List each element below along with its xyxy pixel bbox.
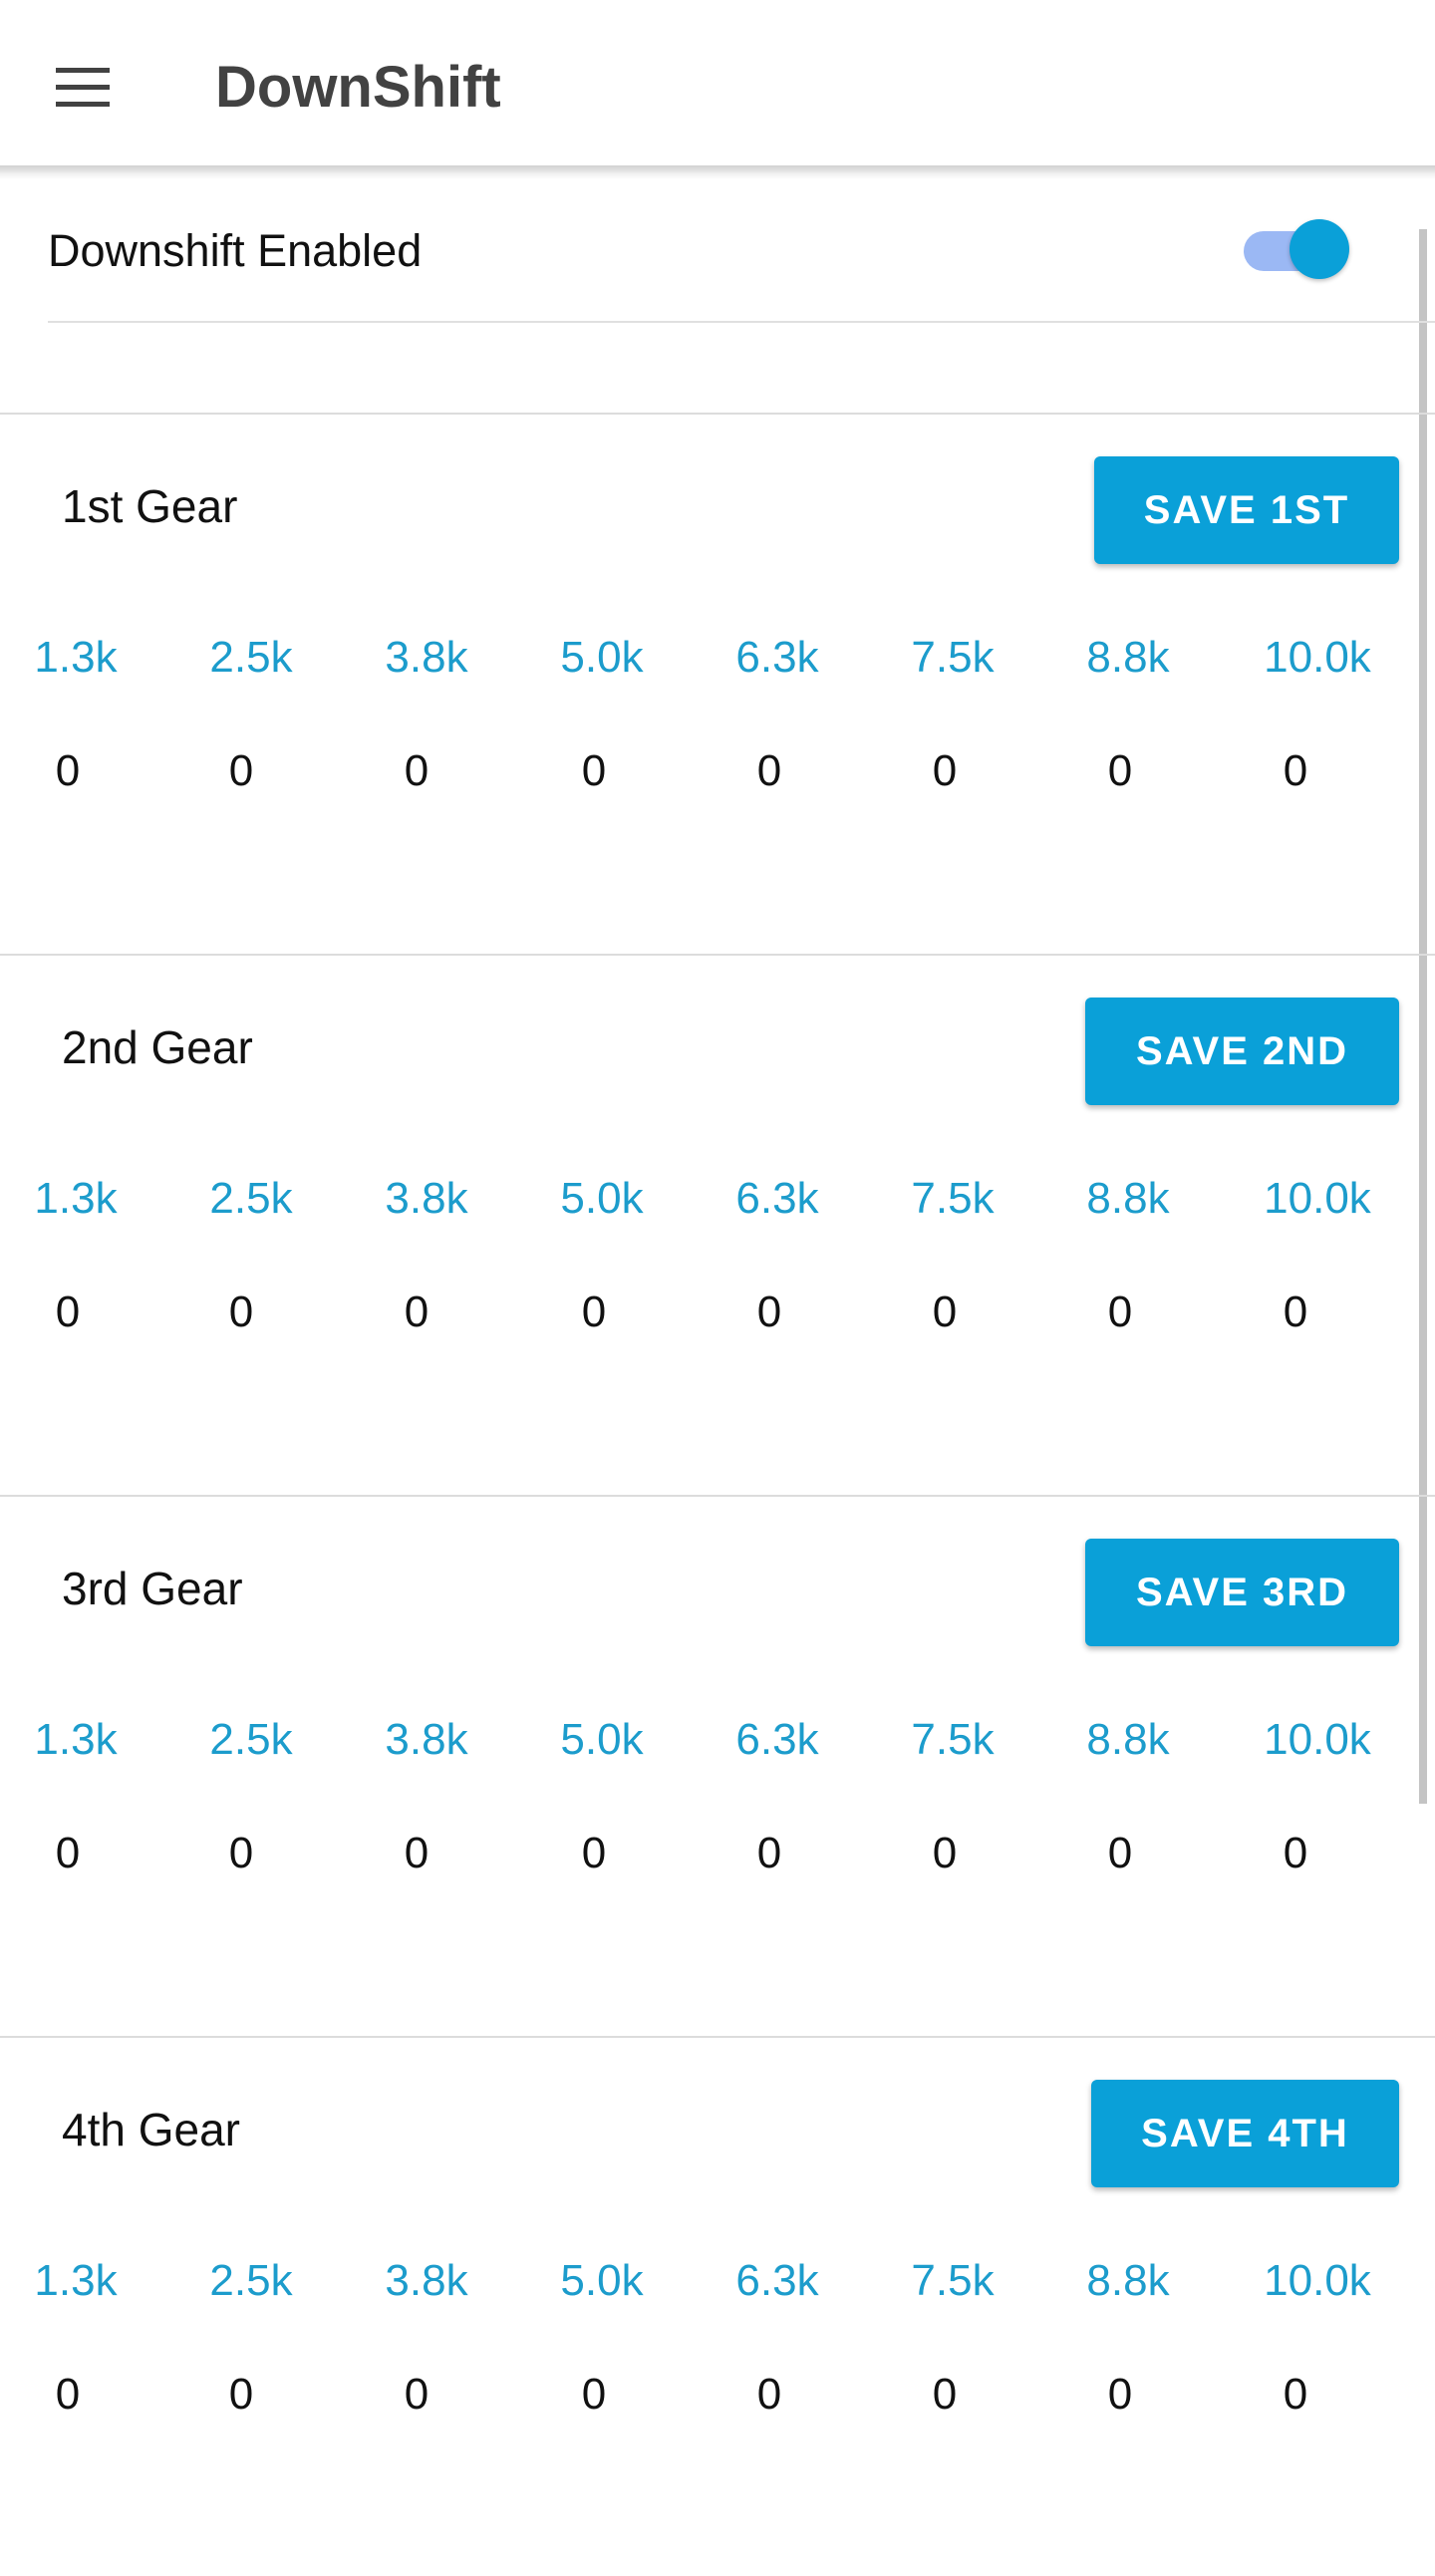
value-row: 0 0 0 0 0 0 0 0 — [0, 2363, 1435, 2427]
app-bar: DownShift — [0, 0, 1435, 167]
rpm-value: 0 — [932, 2370, 958, 2419]
downshift-enabled-label: Downshift Enabled — [48, 225, 423, 276]
app-title: DownShift — [215, 55, 501, 120]
rpm-value: 0 — [1107, 2370, 1133, 2419]
rpm-label[interactable]: 10.0k — [1264, 633, 1371, 682]
save-1st-button[interactable]: SAVE 1ST — [1094, 456, 1399, 564]
rpm-value: 0 — [1107, 746, 1133, 795]
rpm-value: 0 — [55, 1288, 81, 1336]
rpm-label[interactable]: 1.3k — [34, 1174, 118, 1223]
rpm-label[interactable]: 8.8k — [1086, 633, 1170, 682]
rpm-value: 0 — [756, 2370, 782, 2419]
rpm-value: 0 — [1283, 746, 1308, 795]
rpm-label[interactable]: 6.3k — [735, 2256, 819, 2305]
hamburger-menu-icon[interactable] — [40, 44, 128, 132]
rpm-label[interactable]: 1.3k — [34, 2256, 118, 2305]
rpm-label[interactable]: 8.8k — [1086, 1715, 1170, 1764]
rpm-label[interactable]: 10.0k — [1264, 1174, 1371, 1223]
rpm-value: 0 — [756, 746, 782, 795]
rpm-value: 0 — [55, 1829, 81, 1877]
rpm-value: 0 — [932, 1829, 958, 1877]
rpm-value: 0 — [756, 1829, 782, 1877]
rpm-value: 0 — [228, 2370, 254, 2419]
rpm-label[interactable]: 7.5k — [911, 1715, 995, 1764]
rpm-value: 0 — [932, 746, 958, 795]
rpm-label[interactable]: 5.0k — [560, 2256, 644, 2305]
switch-knob — [1290, 219, 1349, 279]
rpm-label[interactable]: 7.5k — [911, 633, 995, 682]
rpm-row: 1.3k 2.5k 3.8k 5.0k 6.3k 7.5k 8.8k 10.0k — [0, 1708, 1435, 1772]
section-divider — [0, 2036, 1435, 2038]
rpm-label[interactable]: 5.0k — [560, 1715, 644, 1764]
rpm-label[interactable]: 6.3k — [735, 1715, 819, 1764]
gear-title: 2nd Gear — [62, 1021, 253, 1073]
section-divider — [0, 1495, 1435, 1497]
rpm-label[interactable]: 10.0k — [1264, 1715, 1371, 1764]
rpm-row: 1.3k 2.5k 3.8k 5.0k 6.3k 7.5k 8.8k 10.0k — [0, 626, 1435, 690]
rpm-value: 0 — [404, 746, 430, 795]
rpm-row: 1.3k 2.5k 3.8k 5.0k 6.3k 7.5k 8.8k 10.0k — [0, 2249, 1435, 2313]
rpm-value: 0 — [228, 1288, 254, 1336]
rpm-label[interactable]: 2.5k — [209, 633, 293, 682]
rpm-label[interactable]: 2.5k — [209, 1715, 293, 1764]
rpm-value: 0 — [581, 1288, 607, 1336]
save-2nd-button[interactable]: SAVE 2ND — [1085, 998, 1399, 1105]
gear-section-1st: 1st Gear SAVE 1ST 1.3k 2.5k 3.8k 5.0k 6.… — [0, 415, 1435, 953]
rpm-label[interactable]: 6.3k — [735, 1174, 819, 1223]
section-divider — [0, 413, 1435, 415]
rpm-value: 0 — [756, 1288, 782, 1336]
rpm-value: 0 — [1107, 1829, 1133, 1877]
rpm-label[interactable]: 2.5k — [209, 1174, 293, 1223]
rpm-label[interactable]: 7.5k — [911, 2256, 995, 2305]
rpm-label[interactable]: 10.0k — [1264, 2256, 1371, 2305]
gear-title: 3rd Gear — [62, 1563, 243, 1614]
value-row: 0 0 0 0 0 0 0 0 — [0, 1822, 1435, 1885]
rpm-label[interactable]: 3.8k — [385, 633, 468, 682]
rpm-value: 0 — [228, 746, 254, 795]
gear-title: 4th Gear — [62, 2104, 240, 2155]
rpm-label[interactable]: 5.0k — [560, 633, 644, 682]
rpm-label[interactable]: 1.3k — [34, 1715, 118, 1764]
rpm-value: 0 — [1107, 1288, 1133, 1336]
rpm-label[interactable]: 7.5k — [911, 1174, 995, 1223]
rpm-label[interactable]: 6.3k — [735, 633, 819, 682]
rpm-label[interactable]: 3.8k — [385, 1174, 468, 1223]
rpm-value: 0 — [581, 2370, 607, 2419]
gear-section-2nd: 2nd Gear SAVE 2ND 1.3k 2.5k 3.8k 5.0k 6.… — [0, 956, 1435, 1494]
downshift-enabled-row: Downshift Enabled — [0, 181, 1435, 323]
rpm-value: 0 — [404, 1288, 430, 1336]
rpm-label[interactable]: 1.3k — [34, 633, 118, 682]
value-row: 0 0 0 0 0 0 0 0 — [0, 1281, 1435, 1344]
scrollbar[interactable] — [1419, 229, 1427, 1804]
rpm-value: 0 — [404, 1829, 430, 1877]
rpm-value: 0 — [1283, 2370, 1308, 2419]
downshift-enabled-switch[interactable] — [1240, 211, 1357, 287]
rpm-value: 0 — [228, 1829, 254, 1877]
save-4th-button[interactable]: SAVE 4TH — [1091, 2080, 1399, 2187]
gear-section-4th: 4th Gear SAVE 4TH 1.3k 2.5k 3.8k 5.0k 6.… — [0, 2038, 1435, 2576]
rpm-value: 0 — [581, 746, 607, 795]
rpm-value: 0 — [1283, 1288, 1308, 1336]
section-divider — [0, 954, 1435, 956]
toggle-divider — [48, 321, 1435, 323]
rpm-value: 0 — [932, 1288, 958, 1336]
rpm-label[interactable]: 3.8k — [385, 2256, 468, 2305]
rpm-label[interactable]: 8.8k — [1086, 1174, 1170, 1223]
gear-title: 1st Gear — [62, 480, 238, 532]
rpm-row: 1.3k 2.5k 3.8k 5.0k 6.3k 7.5k 8.8k 10.0k — [0, 1167, 1435, 1231]
rpm-value: 0 — [404, 2370, 430, 2419]
rpm-value: 0 — [581, 1829, 607, 1877]
save-3rd-button[interactable]: SAVE 3RD — [1085, 1539, 1399, 1646]
rpm-label[interactable]: 3.8k — [385, 1715, 468, 1764]
app-bar-shadow — [0, 165, 1435, 179]
rpm-label[interactable]: 8.8k — [1086, 2256, 1170, 2305]
rpm-value: 0 — [1283, 1829, 1308, 1877]
rpm-label[interactable]: 2.5k — [209, 2256, 293, 2305]
value-row: 0 0 0 0 0 0 0 0 — [0, 739, 1435, 803]
rpm-label[interactable]: 5.0k — [560, 1174, 644, 1223]
rpm-value: 0 — [55, 2370, 81, 2419]
rpm-value: 0 — [55, 746, 81, 795]
gear-section-3rd: 3rd Gear SAVE 3RD 1.3k 2.5k 3.8k 5.0k 6.… — [0, 1497, 1435, 2035]
hamburger-menu-glyph — [56, 68, 110, 107]
